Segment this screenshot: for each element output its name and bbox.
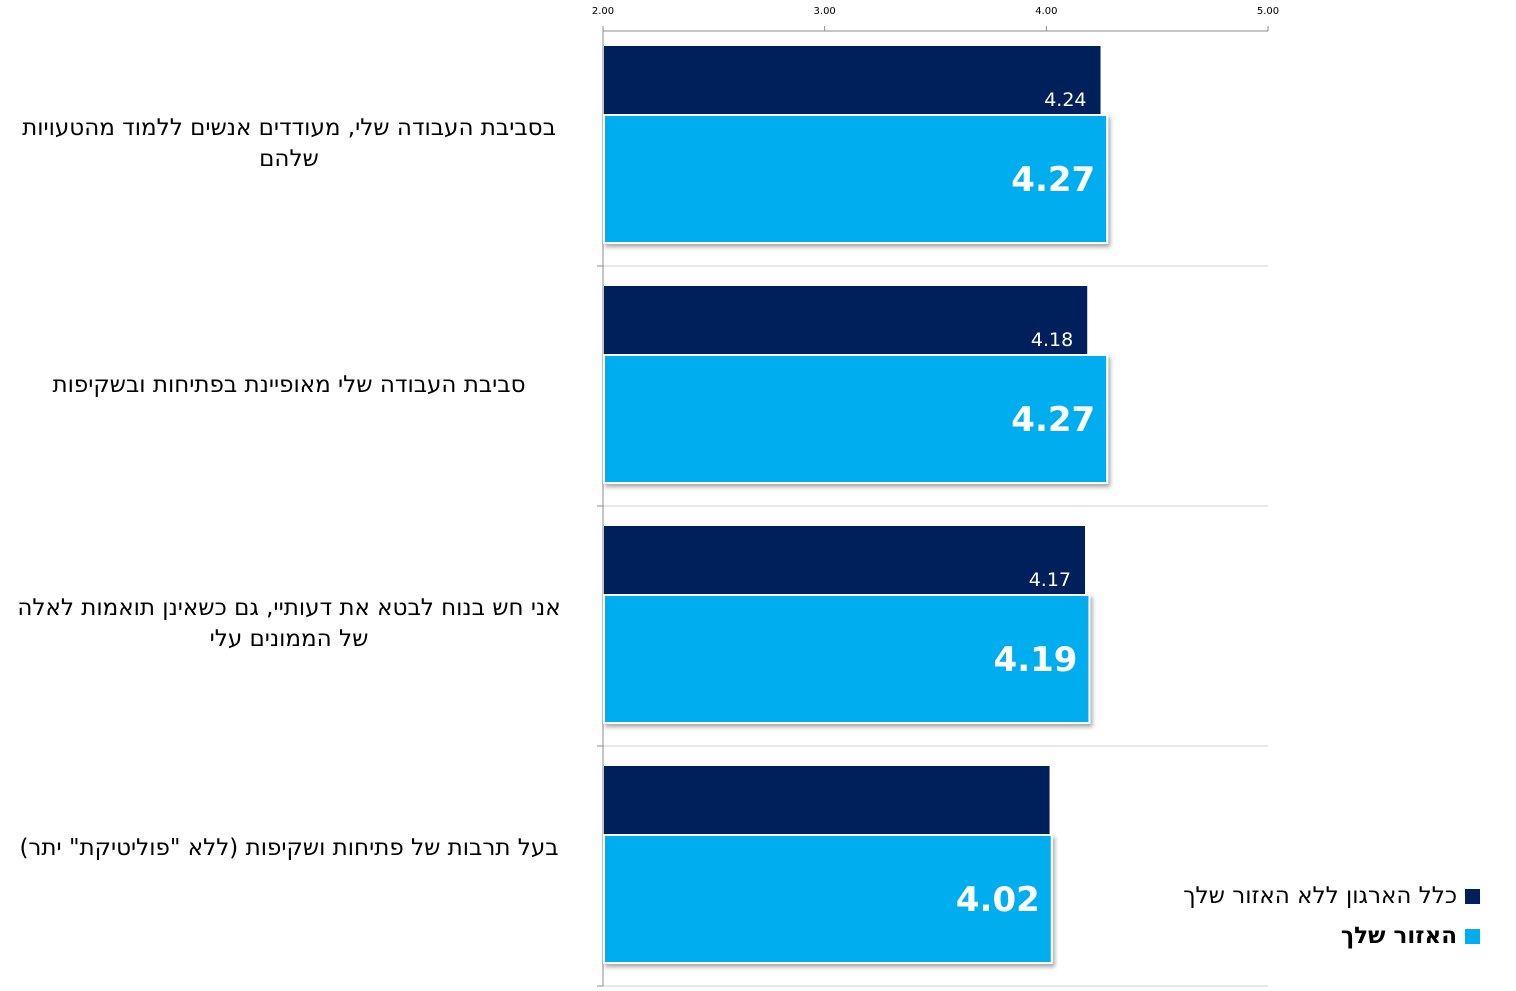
legend-item-org: כלל הארגון ללא האזור שלך	[1150, 876, 1480, 916]
legend-label-region: האזור שלך	[1340, 923, 1457, 949]
legend-item-region: האזור שלך	[1150, 916, 1480, 956]
data-label-region-1: 4.27	[1011, 400, 1095, 440]
legend-swatch-org	[1465, 888, 1480, 904]
bar-region-3	[603, 834, 1053, 964]
legend-label-org: כלל הארגון ללא האזור שלך	[1183, 883, 1457, 909]
bar-region-1	[603, 354, 1109, 484]
data-label-org-2: 4.17	[1029, 569, 1071, 591]
x-tick-label-1: 3.00	[814, 6, 836, 17]
bar-region-2	[603, 594, 1091, 724]
data-label-region-2: 4.19	[994, 640, 1078, 680]
data-label-region-3: 4.02	[956, 880, 1040, 920]
data-label-org-0: 4.24	[1044, 89, 1086, 111]
category-label-1: סביבת העבודה שלי מאופיינת בפתיחות ובשקיפ…	[52, 372, 526, 398]
category-label-2: אני חש בנוח לבטא את דעותיי, גם כשאינן תו…	[17, 595, 561, 652]
bar-org-0	[604, 46, 1101, 114]
bar-org-1	[604, 286, 1088, 354]
x-tick-label-3: 5.00	[1257, 6, 1279, 17]
bar-region-0	[603, 114, 1109, 244]
data-label-org-1: 4.18	[1031, 329, 1073, 351]
bar-org-2	[604, 526, 1086, 594]
legend: כלל הארגון ללא האזור שלך האזור שלך	[1150, 876, 1480, 956]
legend-swatch-region	[1465, 928, 1480, 944]
x-tick-label-2: 4.00	[1035, 6, 1057, 17]
data-label-region-0: 4.27	[1011, 160, 1095, 200]
bar-org-3	[604, 766, 1050, 834]
category-label-0: בסביבת העבודה שלי, מעודדים אנשים ללמוד מ…	[22, 115, 556, 172]
category-label-3: בעל תרבות של פתיחות ושקיפות (ללא "פוליטי…	[19, 835, 559, 861]
x-tick-label-0: 2.00	[592, 6, 614, 17]
